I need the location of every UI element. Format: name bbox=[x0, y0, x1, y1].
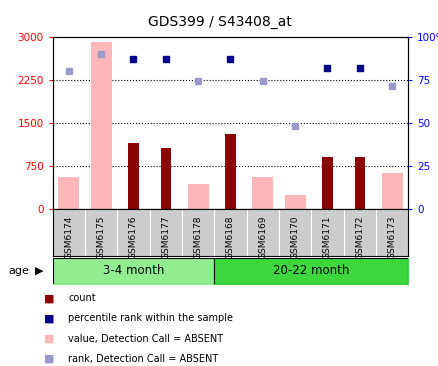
Text: count: count bbox=[68, 293, 95, 303]
Text: value, Detection Call = ABSENT: value, Detection Call = ABSENT bbox=[68, 333, 223, 344]
Text: GSM6170: GSM6170 bbox=[290, 216, 299, 259]
Text: GSM6168: GSM6168 bbox=[226, 216, 234, 259]
Text: GSM6177: GSM6177 bbox=[161, 216, 170, 259]
Bar bbox=[321, 157, 332, 209]
Text: GSM6173: GSM6173 bbox=[387, 216, 396, 259]
Text: ■: ■ bbox=[44, 313, 54, 324]
Text: percentile rank within the sample: percentile rank within the sample bbox=[68, 313, 233, 324]
Bar bbox=[58, 177, 79, 209]
Text: GSM6178: GSM6178 bbox=[193, 216, 202, 259]
Text: ■: ■ bbox=[44, 354, 54, 364]
Bar bbox=[187, 184, 208, 209]
Text: GSM6175: GSM6175 bbox=[96, 216, 106, 259]
Text: GSM6169: GSM6169 bbox=[258, 216, 267, 259]
Text: ▶: ▶ bbox=[35, 266, 43, 276]
Bar bbox=[381, 173, 402, 209]
Text: ■: ■ bbox=[44, 333, 54, 344]
Bar bbox=[354, 157, 364, 209]
Bar bbox=[91, 42, 111, 209]
Text: GDS399 / S43408_at: GDS399 / S43408_at bbox=[147, 15, 291, 29]
Bar bbox=[160, 149, 171, 209]
Text: 3-4 month: 3-4 month bbox=[102, 264, 164, 277]
Text: GSM6171: GSM6171 bbox=[322, 216, 331, 259]
Text: GSM6174: GSM6174 bbox=[64, 216, 73, 259]
Text: 20-22 month: 20-22 month bbox=[272, 264, 349, 277]
Text: GSM6172: GSM6172 bbox=[354, 216, 364, 259]
Text: age: age bbox=[9, 266, 30, 276]
Bar bbox=[128, 143, 138, 209]
Text: GSM6176: GSM6176 bbox=[129, 216, 138, 259]
Text: ■: ■ bbox=[44, 293, 54, 303]
Bar bbox=[284, 195, 305, 209]
Text: rank, Detection Call = ABSENT: rank, Detection Call = ABSENT bbox=[68, 354, 218, 364]
Bar bbox=[225, 134, 235, 209]
Bar bbox=[252, 177, 273, 209]
